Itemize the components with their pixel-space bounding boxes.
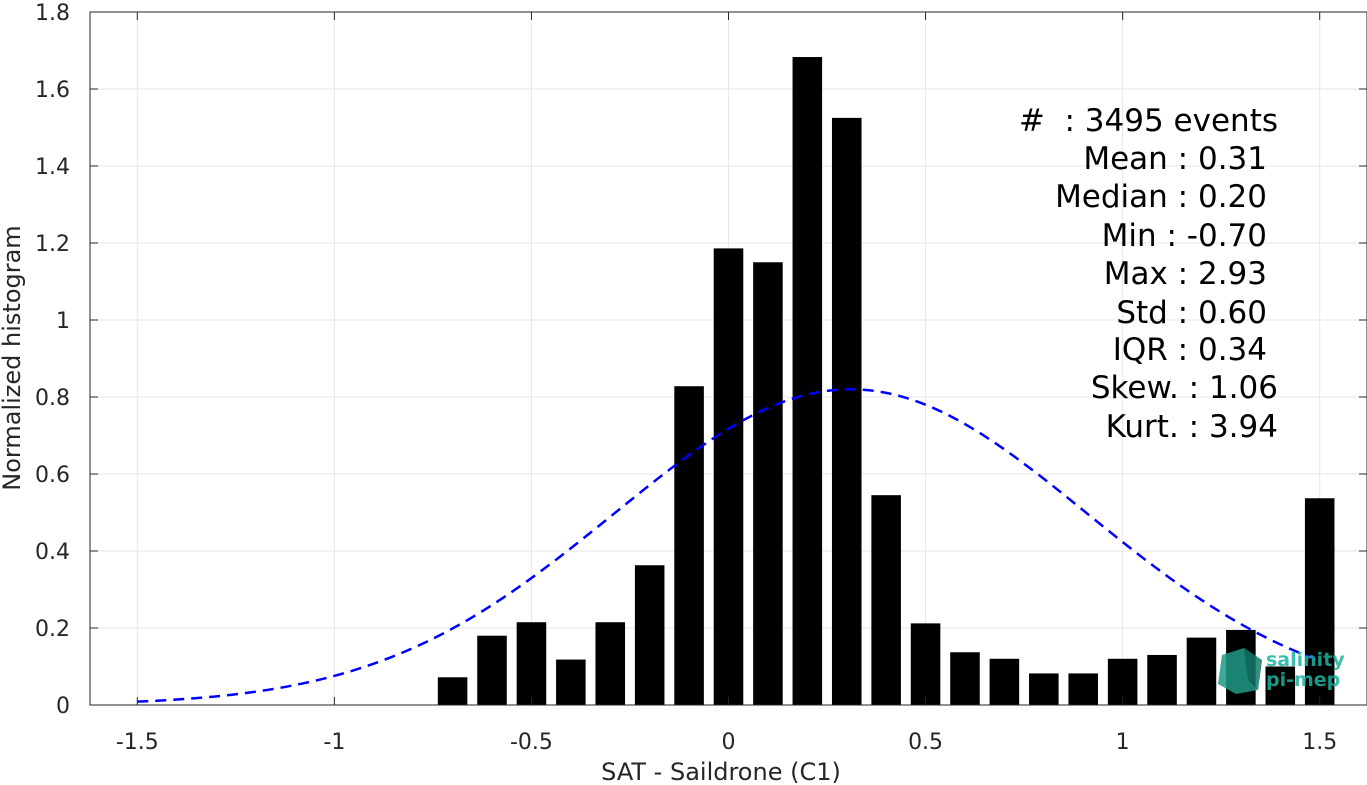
histogram-bar (1304, 498, 1335, 705)
stats-line-max: Max : 2.93 (1104, 256, 1267, 292)
x-tick-label: -1.5 (116, 730, 159, 755)
histogram-bar (989, 658, 1020, 705)
histogram-bar (1186, 637, 1217, 705)
y-axis-label: Normalized histogram (0, 225, 26, 490)
histogram-bar (950, 652, 980, 705)
y-tick-label: 0.6 (35, 463, 70, 488)
y-tick-label: 0.4 (35, 540, 70, 565)
y-tick-label: 0 (56, 694, 70, 719)
histogram-bar (556, 659, 586, 705)
y-tick-label: 1.2 (35, 232, 70, 257)
histogram-bar (437, 677, 468, 705)
histogram-bar (713, 248, 744, 705)
histogram-bar (1029, 673, 1059, 705)
logo-cube-face (1244, 648, 1262, 690)
histogram-bar (910, 623, 941, 705)
stats-line-iqr: IQR : 0.34 (1113, 332, 1267, 368)
y-tick-label: 1.6 (35, 78, 70, 103)
histogram-bar (1265, 666, 1296, 705)
y-tick-label: 1 (56, 309, 70, 334)
normal-fit-curve (137, 388, 1321, 703)
stats-line-std: Std : 0.60 (1116, 295, 1267, 331)
histogram-bar (674, 386, 704, 705)
logo-text-line2: pi-mep (1266, 669, 1340, 691)
salinity-pimep-logo: salinity pi-mep (1218, 648, 1345, 694)
stats-line-min: Min : -0.70 (1102, 218, 1267, 254)
histogram-bar (477, 635, 507, 705)
x-tick-label: 1 (1116, 730, 1130, 755)
histogram-bar (516, 622, 547, 705)
y-tick-label: 1.8 (35, 1, 70, 26)
stats-line-events: # : 3495 events (1019, 103, 1278, 139)
x-tick-label: 1.5 (1302, 730, 1337, 755)
stats-line-kurt: Kurt. : 3.94 (1106, 409, 1278, 445)
histogram-bar (753, 262, 783, 705)
histogram-bar (634, 565, 665, 705)
x-tick-label: -0.5 (510, 730, 553, 755)
x-tick-label: 0.5 (908, 730, 943, 755)
histogram-bar (871, 495, 901, 705)
stats-line-skew: Skew. : 1.06 (1091, 370, 1278, 406)
y-tick-label: 0.2 (35, 617, 70, 642)
y-tick-label: 1.4 (35, 155, 70, 180)
x-tick-label: -1 (323, 730, 345, 755)
histogram-bar (792, 57, 823, 706)
stats-line-median: Median : 0.20 (1055, 179, 1267, 215)
stats-box: # : 3495 events Mean : 0.31 Median : 0.2… (1019, 103, 1278, 445)
y-tick-label: 0.8 (35, 386, 70, 411)
stats-line-mean: Mean : 0.31 (1083, 141, 1267, 177)
x-tick-label: 0 (722, 730, 736, 755)
x-axis-label: SAT - Saildrone (C1) (601, 758, 841, 785)
x-ticks: -1.5 -1 -0.5 0 0.5 1 1.5 (116, 12, 1337, 755)
y-ticks: 0 0.2 0.4 0.6 0.8 1 1.2 1.4 1.6 1.8 (35, 1, 1367, 719)
logo-text-line1: salinity (1266, 649, 1345, 671)
histogram-bar (831, 117, 862, 705)
histogram-bar (1068, 673, 1099, 705)
histogram-bar (595, 622, 626, 705)
histogram-bar (1147, 654, 1177, 705)
